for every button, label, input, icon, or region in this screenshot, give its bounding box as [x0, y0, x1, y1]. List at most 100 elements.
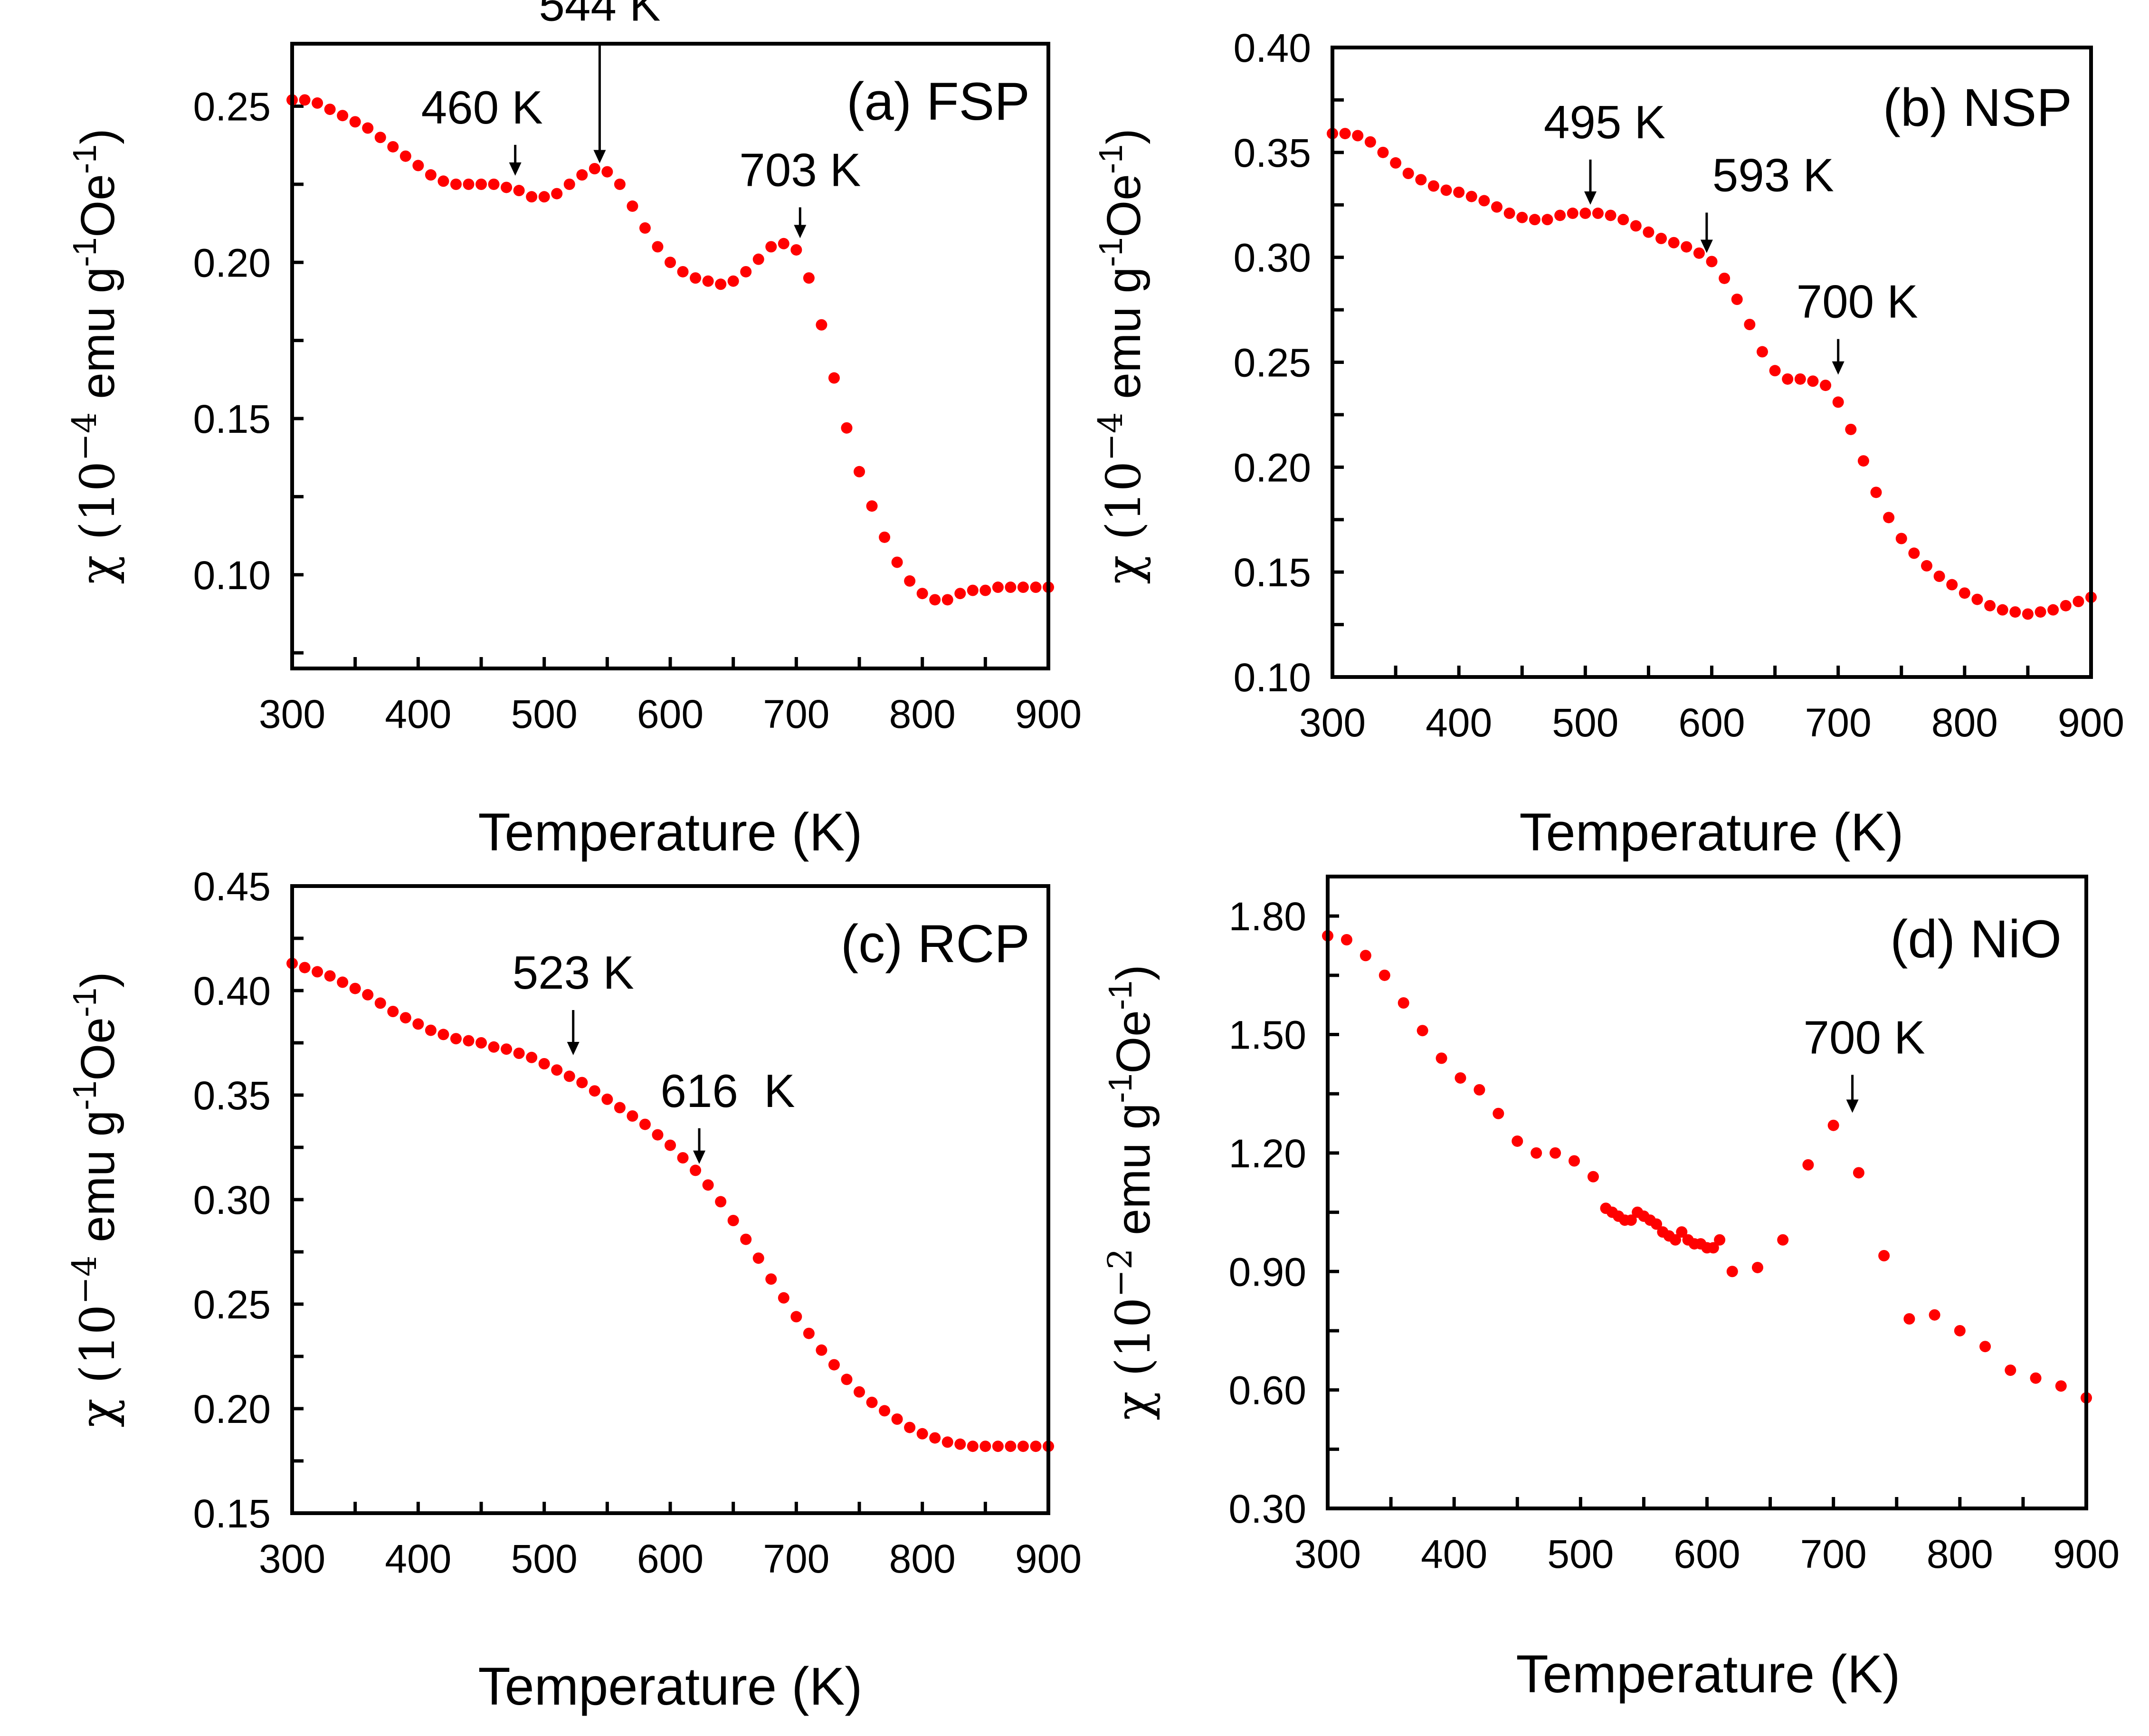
- data-point: [2060, 600, 2072, 611]
- data-point: [727, 1215, 739, 1226]
- data-point: [1857, 455, 1869, 467]
- panel-b-frame: [1331, 46, 2093, 679]
- panel-d-xtick-label: 800: [1927, 1532, 1993, 1576]
- panel-d-ylabel-mid2: Oe: [1107, 1010, 1160, 1073]
- panel-a-xtick-label: 500: [511, 692, 578, 736]
- data-point: [1946, 579, 1958, 591]
- data-point: [1984, 600, 1996, 611]
- panel-c-ylabel-exp3: -1: [66, 988, 103, 1017]
- data-point: [1706, 256, 1718, 267]
- panel-b-xtick-label: 900: [2058, 700, 2124, 745]
- data-point: [1017, 1440, 1029, 1452]
- panel-a-ytick-label: 0.20: [193, 240, 271, 285]
- data-point: [324, 970, 336, 982]
- data-point: [1398, 997, 1409, 1009]
- data-point: [778, 238, 789, 249]
- data-point: [1567, 207, 1578, 219]
- panel-c-ytick-label: 0.45: [193, 864, 271, 909]
- panel-b-plot: 300 400 500 600 700 800 900 0.10 0.15 0.20 0.25 0.3…: [1234, 26, 2125, 745]
- data-point: [1503, 207, 1515, 219]
- panel-c-ytick-label: 0.25: [193, 1282, 271, 1327]
- data-point: [1005, 582, 1017, 593]
- panel-b-xtick-label: 700: [1805, 700, 1872, 745]
- data-point: [1979, 1341, 1991, 1353]
- panel-a-ylabel-mid: emu g: [71, 267, 124, 412]
- panel-a-xtick-label: 600: [637, 692, 704, 736]
- data-point: [1569, 1155, 1580, 1167]
- data-point: [1954, 1325, 1966, 1336]
- panel-d-ylabel-prefix: χ (10: [1105, 1297, 1161, 1421]
- panel-d-ylabel-suffix: ): [1107, 965, 1160, 981]
- panel-d-ytick-label: 1.50: [1229, 1013, 1307, 1058]
- data-point: [551, 188, 563, 200]
- panel-a-xtick-label: 700: [763, 692, 829, 736]
- data-point: [1491, 201, 1503, 213]
- panel-b-ytick-label: 0.40: [1234, 26, 1312, 70]
- panel-c-ytick-label: 0.40: [193, 969, 271, 1013]
- panel-a-ylabel-prefix: χ (10: [70, 461, 125, 584]
- panel-a: 300 400 500 600 700 800 900 0.10 0.15 0.20 0.25 460…: [65, 0, 1082, 862]
- data-point: [1903, 1313, 1915, 1325]
- data-point: [526, 1051, 538, 1063]
- data-point: [1579, 207, 1591, 219]
- annotation-arrow-head: [593, 150, 606, 163]
- data-point: [1377, 146, 1389, 158]
- data-point: [601, 166, 613, 178]
- data-point: [1751, 1261, 1763, 1273]
- data-point: [627, 200, 638, 212]
- panel-c-xtick-label: 500: [511, 1536, 578, 1581]
- data-point: [312, 97, 323, 109]
- data-point: [740, 266, 752, 277]
- data-point: [665, 1139, 676, 1151]
- panel-c-ylabel-suffix: ): [71, 972, 124, 988]
- data-point: [1827, 1119, 1839, 1131]
- panel-b-xtick-label: 800: [1931, 700, 1998, 745]
- data-point: [816, 1344, 827, 1356]
- panel-a-ylabel-exp3: -1: [66, 144, 103, 174]
- panel-a-ytick-label: 0.15: [193, 397, 271, 441]
- data-point: [639, 1118, 651, 1130]
- data-point: [1719, 272, 1731, 284]
- data-point: [1655, 232, 1667, 244]
- data-point: [1339, 128, 1351, 140]
- data-point: [1379, 969, 1390, 981]
- data-point: [665, 257, 676, 268]
- panel-b-xlabel: Temperature (K): [1519, 802, 1903, 862]
- data-point: [1360, 950, 1371, 962]
- panel-d-xlabel: Temperature (K): [1516, 1644, 1900, 1704]
- data-point: [1726, 1266, 1738, 1278]
- annotation-arrow-head: [1584, 191, 1597, 205]
- panel-d-ytick-label: 0.60: [1229, 1368, 1307, 1413]
- data-point: [790, 244, 802, 256]
- annotation-label: 616 K: [660, 1065, 795, 1117]
- data-point: [929, 1432, 941, 1444]
- data-point: [1782, 373, 1794, 385]
- data-point: [841, 1374, 853, 1385]
- panel-c-ylabel-mid2: Oe: [71, 1017, 124, 1080]
- annotation-arrow-head: [1700, 239, 1713, 253]
- data-point: [778, 1292, 789, 1304]
- annotation-label: 523 K: [513, 946, 634, 999]
- panel-a-xtick-label: 900: [1015, 692, 1082, 736]
- data-point: [967, 584, 979, 596]
- data-point: [1455, 1072, 1466, 1084]
- data-point: [1959, 587, 1970, 599]
- data-point: [1820, 380, 1832, 391]
- panel-b-ytick-label: 0.10: [1234, 655, 1312, 700]
- panel-b-ytick-label: 0.20: [1234, 445, 1312, 490]
- panel-b-ylabel-exp2: -1: [1092, 238, 1129, 267]
- data-point: [1731, 294, 1743, 305]
- panel-d-ytick-label: 1.80: [1229, 894, 1307, 939]
- data-point: [790, 1311, 802, 1323]
- data-point: [1676, 1226, 1688, 1238]
- panel-c-ylabel-mid: emu g: [71, 1110, 124, 1256]
- data-point: [513, 185, 525, 197]
- annotation-arrow-head: [693, 1150, 706, 1164]
- data-point: [374, 997, 386, 1009]
- panel-a-ylabel-suffix: ): [71, 129, 124, 144]
- data-point: [2009, 606, 2021, 618]
- annotation-arrow-head: [794, 225, 807, 238]
- panel-c-ytick-label: 0.15: [193, 1491, 271, 1536]
- data-point: [1592, 207, 1604, 219]
- panel-b-ylabel: χ (10−4 emu g-1Oe-1): [1091, 129, 1151, 584]
